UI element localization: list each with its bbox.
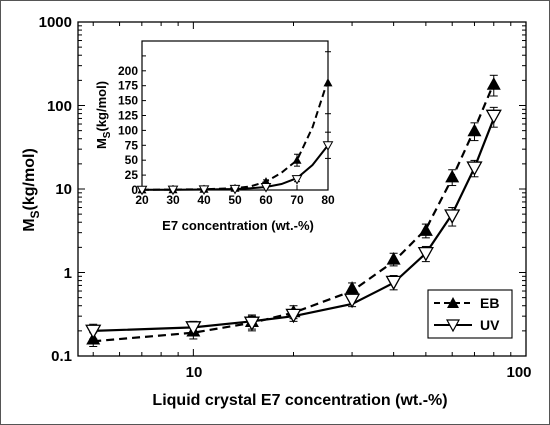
- data-point-uv: [385, 275, 402, 291]
- main-y-tick-labels: 0.1 1 10 100 1000: [39, 14, 72, 365]
- y-axis-label: MS(kg/mol): [21, 148, 42, 232]
- inset-data-point-uv: [136, 185, 148, 196]
- data-point-uv: [485, 109, 502, 125]
- legend-box: [427, 289, 513, 339]
- inset-series: [136, 51, 334, 196]
- x-axis-label: Liquid crystal E7 concentration (wt.-%): [152, 392, 447, 409]
- inset-data-point-uv: [229, 184, 241, 195]
- data-point-uv: [466, 161, 483, 177]
- data-point-uv: [444, 209, 461, 224]
- inset-data-point-uv: [260, 183, 272, 193]
- legend-label-eb: EB: [480, 295, 499, 311]
- data-point-uv: [343, 293, 361, 309]
- inset-y-tick-label: 50: [125, 153, 139, 167]
- inset-x-tick-label: 50: [228, 193, 242, 207]
- main-axis-ticks: [78, 22, 527, 357]
- inset-data-point-uv: [167, 185, 179, 196]
- legend-label-uv: UV: [480, 317, 500, 333]
- inset-data-point-uv: [322, 141, 334, 151]
- inset-x-tick-label: 30: [166, 193, 180, 207]
- inset-y-axis-label: MS(kg/mol): [94, 81, 113, 149]
- data-point-eb: [418, 223, 433, 236]
- y-tick-label: 1000: [39, 14, 72, 31]
- y-tick-label: 0.1: [51, 348, 72, 365]
- inset-chart: E7 concentration (wt.-%) MS(kg/mol) 20 30…: [94, 40, 335, 233]
- data-point-uv: [85, 324, 102, 340]
- y-tick-label: 10: [55, 181, 72, 198]
- inset-y-tick-label: 100: [118, 123, 138, 137]
- inset-x-tick-label: 80: [321, 193, 335, 207]
- inset-y-tick-label: 125: [118, 109, 138, 123]
- data-point-eb: [345, 281, 360, 294]
- inset-series-line-uv: [141, 144, 329, 191]
- legend-marker-eb: [447, 297, 459, 308]
- y-tick-label: 1: [64, 265, 72, 282]
- main-series: [85, 74, 502, 347]
- data-point-uv: [243, 316, 261, 332]
- series-line-eb: [93, 82, 495, 343]
- inset-y-tick-label: 75: [125, 138, 139, 152]
- data-point-uv: [185, 321, 202, 336]
- x-tick-label: 10: [186, 364, 203, 381]
- inset-data-point-eb: [323, 78, 333, 87]
- inset-x-tick-label: 70: [290, 193, 304, 207]
- main-x-tick-labels: 10 100: [186, 364, 532, 381]
- inset-y-tick-label: 150: [118, 94, 138, 108]
- inset-background: [142, 41, 328, 190]
- inset-y-tick-label: 200: [118, 64, 138, 78]
- x-tick-label: 100: [506, 364, 531, 381]
- inset-y-tick-label: 175: [118, 79, 138, 93]
- inset-data-point-uv: [198, 185, 210, 196]
- series-line-uv: [93, 117, 495, 332]
- inset-x-tick-label: 20: [135, 193, 149, 207]
- inset-x-axis-label: E7 concentration (wt.-%): [162, 218, 314, 233]
- data-point-eb: [467, 123, 482, 137]
- inset-data-point-eb: [292, 155, 302, 164]
- y-tick-label: 100: [47, 98, 72, 115]
- data-point-eb: [445, 169, 460, 183]
- data-point-uv: [285, 308, 302, 324]
- legend: EB UV: [427, 289, 513, 339]
- data-point-eb: [386, 252, 401, 265]
- inset-x-tick-label: 60: [259, 193, 273, 207]
- data-point-uv: [417, 247, 434, 262]
- data-point-eb: [486, 77, 501, 90]
- inset-y-tick-label: 25: [125, 168, 139, 182]
- inset-y-tick-label: 0: [131, 183, 138, 197]
- inset-x-tick-label: 40: [197, 193, 211, 207]
- legend-marker-uv: [445, 319, 461, 333]
- inset-data-point-uv: [291, 175, 303, 185]
